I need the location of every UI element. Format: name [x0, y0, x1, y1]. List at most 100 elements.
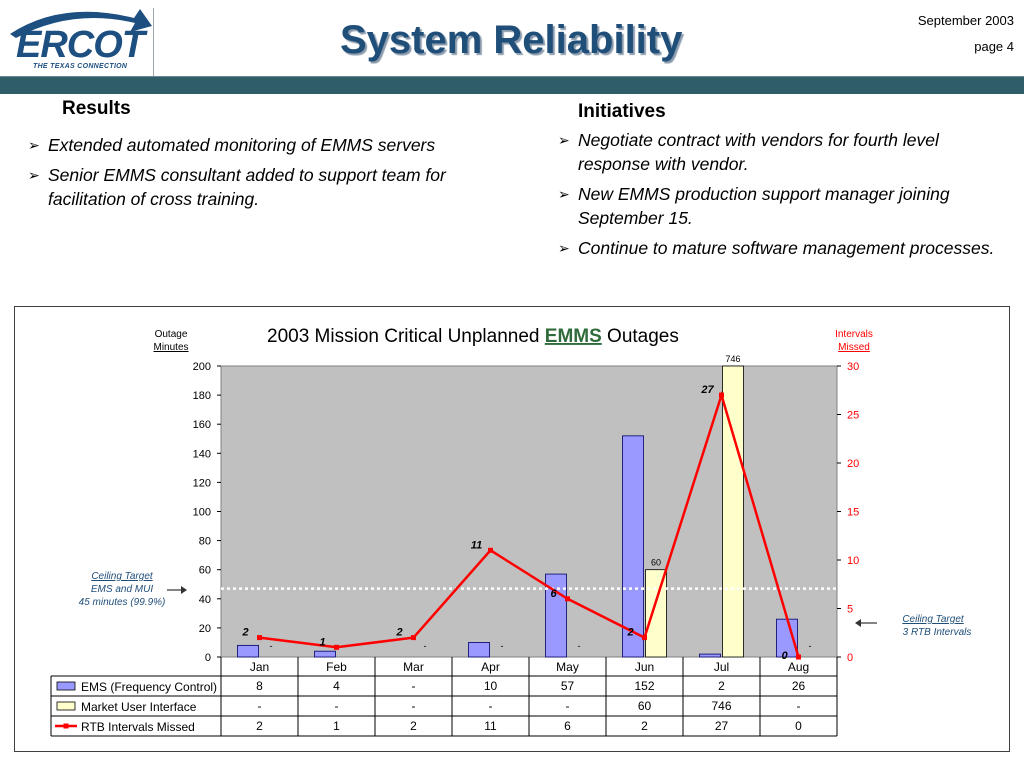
rtb-line	[259, 390, 800, 658]
bar-empty-label: -	[578, 641, 581, 651]
header-band	[0, 76, 1024, 94]
y-left-tick-label: 100	[193, 507, 211, 519]
rtb-point	[411, 635, 416, 641]
category-label: Feb	[326, 660, 347, 674]
chart-panel: 2003 Mission Critical Unplanned EMMS Out…	[14, 306, 1010, 752]
bar-ems	[622, 435, 644, 658]
rtb-value-label: 11	[471, 539, 482, 551]
initiatives-heading: Initiatives	[578, 101, 666, 122]
bar-empty-label: -	[270, 641, 273, 651]
arrow-bullet-icon: ➢	[28, 167, 40, 183]
y-left-tick-label: 20	[199, 623, 211, 635]
table-cell: 4	[333, 679, 340, 693]
chart-title-emms-link[interactable]: EMMS	[545, 326, 602, 347]
initiatives-item: ➢ Negotiate contract with vendors for fou…	[556, 128, 1006, 176]
ceiling-right-title: Ceiling Target	[902, 614, 965, 625]
category-label: Mar	[403, 660, 424, 674]
rtb-point	[565, 596, 570, 602]
bar-ems	[468, 642, 490, 658]
bar-ems	[699, 653, 721, 658]
y-axis-right-label: Intervals	[835, 329, 873, 340]
legend-label: EMS (Frequency Control)	[81, 680, 217, 694]
initiatives-item-text: New EMMS production support manager join…	[578, 184, 950, 228]
y-left-tick-label: 160	[193, 419, 211, 431]
table-cell: 0	[795, 719, 802, 733]
arrow-bullet-icon: ➢	[558, 186, 570, 202]
ceiling-left-line: 45 minutes (99.9%)	[79, 597, 166, 608]
ceiling-left-title: Ceiling Target	[91, 571, 154, 582]
ceiling-left-arrowhead-icon	[181, 586, 187, 594]
rtb-value-label: 2	[241, 627, 248, 639]
initiatives-list: ➢ Negotiate contract with vendors for fou…	[556, 128, 1006, 266]
legend-label: Market User Interface	[81, 700, 197, 714]
header-page-number: page 4	[974, 39, 1014, 54]
outage-chart: 2003 Mission Critical Unplanned EMMS Out…	[50, 326, 972, 737]
table-cell: 60	[638, 699, 652, 713]
bar-mui	[645, 569, 667, 658]
y-axis-right-label: Missed	[838, 342, 870, 353]
rtb-value-label: 6	[550, 588, 557, 600]
y-left-tick-label: 80	[199, 536, 211, 548]
y-left-tick-label: 0	[205, 652, 211, 664]
table-cell: 6	[564, 719, 571, 733]
rtb-value-label: 27	[700, 384, 714, 396]
chart-title: 2003 Mission Critical Unplanned EMMS Out…	[267, 326, 679, 347]
table-cell: 10	[484, 679, 498, 693]
table-cell: 2	[410, 719, 417, 733]
logo-subtitle: THE TEXAS CONNECTION	[33, 63, 128, 70]
table-cell: 746	[711, 699, 731, 713]
legend-label: RTB Intervals Missed	[81, 720, 195, 734]
arrow-bullet-icon: ➢	[558, 132, 570, 148]
table-cell: 8	[256, 679, 263, 693]
category-label: May	[556, 660, 579, 674]
arrow-bullet-icon: ➢	[558, 240, 570, 256]
legend-swatch	[56, 681, 76, 691]
y-left-tick-label: 60	[199, 565, 211, 577]
table-cell: 2	[718, 679, 725, 693]
table-cell: -	[797, 699, 801, 713]
table-cell: 152	[634, 679, 654, 693]
initiatives-item-text: Continue to mature software management p…	[578, 238, 995, 258]
table-cell: -	[412, 699, 416, 713]
results-item: ➢ Senior EMMS consultant added to support…	[26, 163, 516, 211]
y-right-tick-label: 5	[847, 604, 853, 616]
y-right-tick-label: 20	[847, 458, 859, 470]
rtb-point	[719, 392, 724, 398]
ercot-logo: ERCOT THE TEXAS CONNECTION	[2, 4, 154, 76]
plot-area	[220, 365, 838, 658]
ceiling-right-arrowhead-icon	[855, 619, 861, 627]
initiatives-item: ➢ New EMMS production support manager joi…	[556, 182, 1006, 230]
arrow-bullet-icon: ➢	[28, 137, 40, 153]
rtb-point	[488, 547, 493, 553]
ceiling-right-line: 3 RTB Intervals	[903, 627, 972, 638]
category-label: Jul	[714, 660, 729, 674]
category-label: Jan	[250, 660, 269, 674]
rtb-value-label: 1	[319, 636, 325, 648]
table-cell: -	[335, 699, 339, 713]
table-cell: -	[566, 699, 570, 713]
y-left-tick-label: 180	[193, 390, 211, 402]
y-right-tick-label: 30	[847, 361, 859, 373]
y-left-tick-label: 120	[193, 477, 211, 489]
rtb-point	[334, 644, 339, 650]
rtb-value-label: 2	[626, 627, 633, 639]
y-left-tick-label: 40	[199, 594, 211, 606]
bar-ems	[314, 650, 336, 658]
bar-empty-label: -	[809, 641, 812, 651]
bar-mui	[722, 365, 744, 658]
results-list: ➢ Extended automated monitoring of EMMS s…	[26, 133, 516, 217]
y-right-tick-label: 15	[847, 507, 859, 519]
table-cell: 2	[256, 719, 263, 733]
header-date: September 2003	[917, 13, 1014, 28]
ceiling-left-line: EMS and MUI	[91, 584, 153, 595]
table-cell: -	[412, 679, 416, 693]
legend-swatch-marker	[63, 723, 69, 729]
y-left-tick-label: 140	[193, 448, 211, 460]
table-cell: 11	[484, 719, 497, 733]
results-item-text: Extended automated monitoring of EMMS se…	[48, 135, 436, 155]
table-cell: 57	[561, 679, 575, 693]
category-label: Aug	[788, 660, 809, 674]
logo-swoosh-icon	[10, 9, 152, 38]
y-left-tick-label: 200	[193, 361, 211, 373]
rtb-point	[642, 635, 647, 641]
